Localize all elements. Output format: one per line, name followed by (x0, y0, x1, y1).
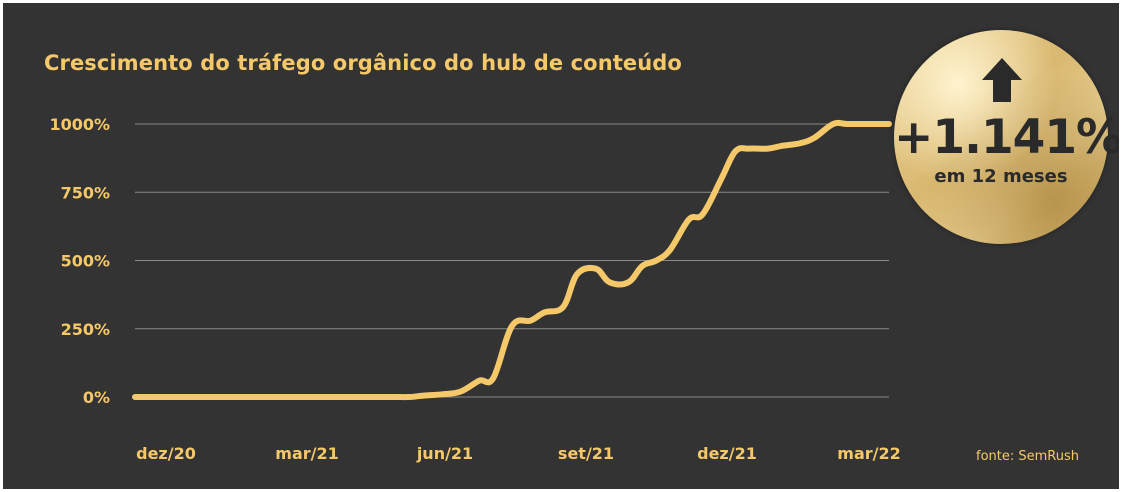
source-note: fonte: SemRush (976, 449, 1079, 464)
y-tick-label: 750% (61, 183, 110, 202)
growth-value: +1.141% (894, 110, 1122, 165)
x-tick-label: set/21 (558, 444, 614, 463)
y-tick-label: 250% (61, 320, 110, 339)
series-line (132, 119, 892, 401)
line-chart: 0% 250% 500% 750% 1000% dez/20 mar/21 jun/21 se… (49, 115, 901, 463)
chart-title: Crescimento do tráfego orgânico do hub d… (44, 51, 682, 75)
x-tick-label: jun/21 (416, 444, 473, 463)
x-tick-label: dez/21 (697, 444, 757, 463)
growth-badge: +1.141% em 12 meses (894, 30, 1122, 244)
growth-period: em 12 meses (934, 166, 1068, 187)
y-tick-label: 0% (83, 388, 110, 407)
x-tick-label: mar/21 (275, 444, 338, 463)
x-tick-label: mar/22 (837, 444, 900, 463)
x-tick-label: dez/20 (136, 444, 196, 463)
y-tick-label: 500% (61, 252, 110, 271)
x-axis-tick-labels: dez/20 mar/21 jun/21 set/21 dez/21 mar/22 (136, 444, 901, 463)
arrow-up-icon (982, 58, 1022, 102)
grid-lines (135, 123, 889, 398)
y-axis-tick-labels: 0% 250% 500% 750% 1000% (49, 115, 110, 407)
y-tick-label: 1000% (49, 115, 110, 134)
